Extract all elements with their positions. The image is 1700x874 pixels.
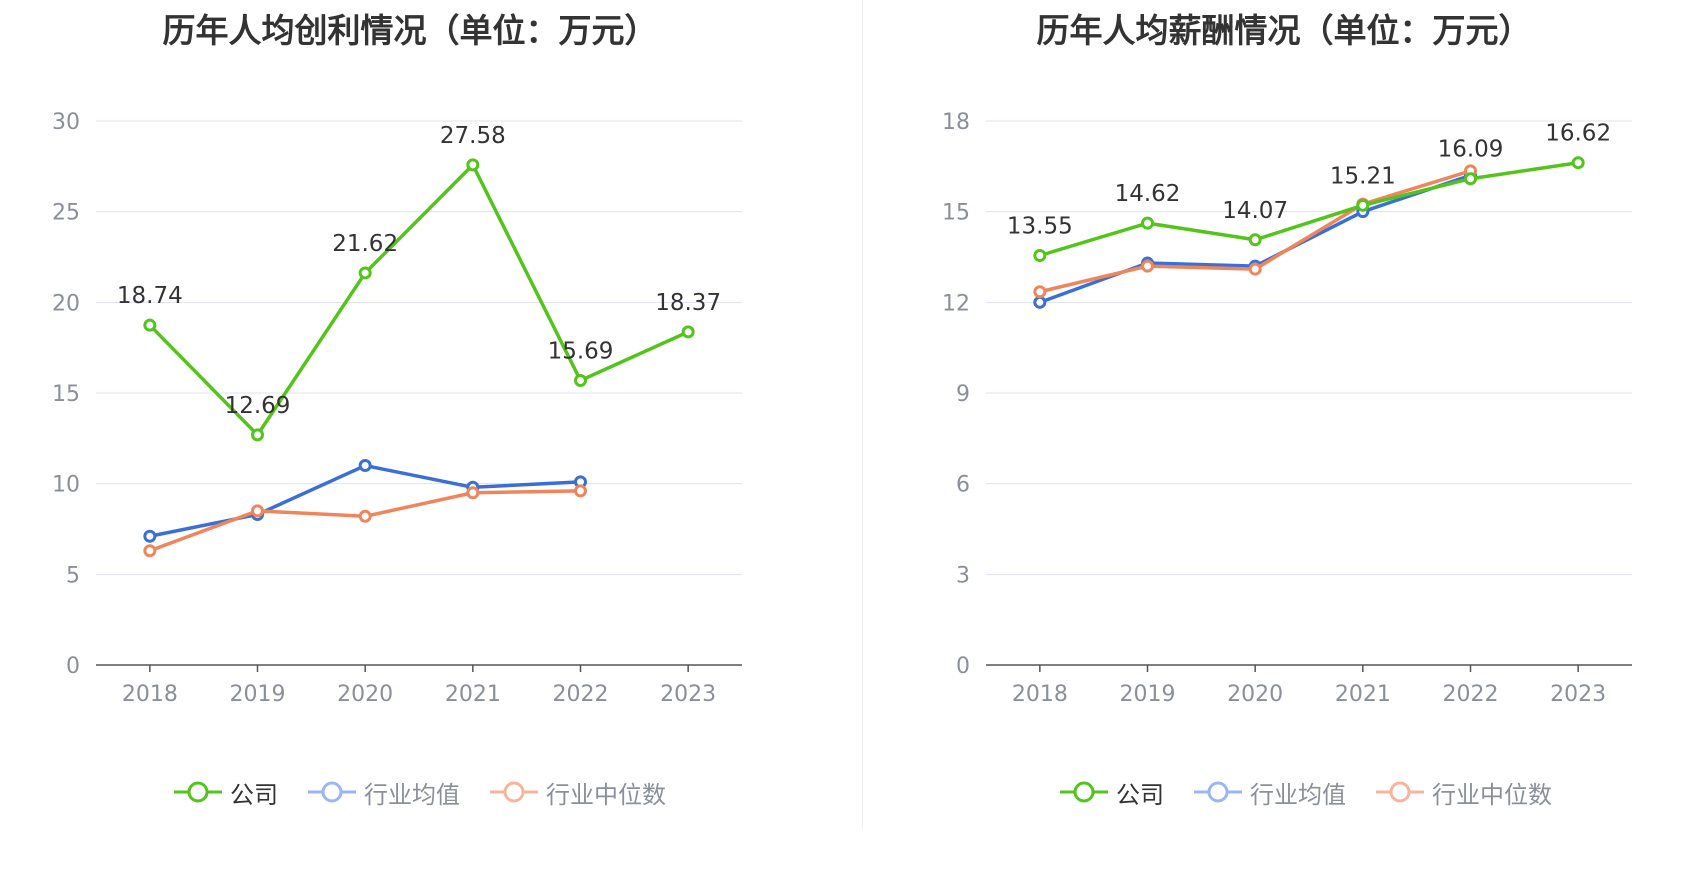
- legend-label: 行业中位数: [546, 780, 666, 809]
- x-tick-label: 2021: [1335, 682, 1391, 707]
- y-tick-label: 5: [66, 563, 80, 588]
- salary-line-chart: 0 3 6 9 12 15 18 2018 2019 2020 2021 2022 2023 13.55 1…: [942, 110, 1632, 707]
- legend-label: 行业中位数: [1432, 780, 1552, 809]
- x-tick-label: 2018: [122, 682, 178, 707]
- data-point: [143, 544, 157, 558]
- data-point: [143, 529, 157, 543]
- legend-label: 公司: [1116, 780, 1164, 809]
- panel-divider: [862, 0, 863, 830]
- data-label: 14.62: [1115, 181, 1181, 207]
- data-point: [1464, 172, 1477, 186]
- legend-item-industry-median[interactable]: 行业中位数: [1374, 772, 1552, 812]
- series-line-0: [148, 163, 689, 437]
- data-label: 15.69: [548, 338, 614, 364]
- data-label: 21.62: [332, 231, 398, 257]
- data-point: [574, 484, 587, 498]
- data-point: [358, 509, 372, 523]
- data-point: [1141, 216, 1154, 230]
- data-label: 16.09: [1438, 137, 1504, 163]
- data-point: [466, 486, 480, 500]
- y-tick-label: 30: [52, 110, 80, 135]
- legend-item-industry-avg[interactable]: 行业均值: [1192, 772, 1346, 812]
- data-point: [251, 428, 264, 442]
- x-tick-label: 2019: [230, 682, 286, 707]
- x-tick-label: 2023: [660, 682, 716, 707]
- x-tick-label: 2020: [1227, 682, 1283, 707]
- y-tick-label: 0: [66, 654, 80, 679]
- x-tick-label: 2023: [1550, 682, 1606, 707]
- x-tick-label: 2020: [337, 682, 393, 707]
- y-tick-label: 18: [942, 110, 970, 135]
- chart-panel-salary: 历年人均薪酬情况（单位：万元） 0 3 6 9 12 15 18 2018 2019 2020 20…: [866, 0, 1700, 874]
- profit-line-chart: 0 5 10 15 20 25 30 2018 2019 2020 2021 2022 2023 18.7…: [52, 110, 742, 707]
- legend-item-industry-avg[interactable]: 行业均值: [306, 772, 460, 812]
- legend-label: 行业均值: [1250, 780, 1346, 809]
- y-tick-label: 12: [942, 291, 970, 316]
- chart-title: 历年人均创利情况（单位：万元）: [162, 11, 658, 50]
- legend-label: 行业均值: [364, 780, 460, 809]
- y-tick-label: 20: [52, 291, 80, 316]
- data-point: [358, 266, 372, 280]
- legend-company-icon: [174, 781, 222, 803]
- data-label: 14.07: [1222, 198, 1288, 224]
- x-tick-label: 2022: [553, 682, 609, 707]
- y-tick-label: 6: [956, 473, 970, 498]
- data-label: 18.74: [117, 283, 183, 309]
- chart-legend: 公司 行业均值 行业中位数: [866, 772, 1700, 812]
- data-point: [1033, 285, 1047, 299]
- data-point: [1356, 198, 1370, 212]
- x-tick-label: 2018: [1012, 682, 1068, 707]
- y-tick-label: 10: [52, 473, 80, 498]
- data-label: 15.21: [1330, 163, 1396, 189]
- series-line-0: [1039, 160, 1579, 258]
- legend-company-icon: [1060, 781, 1108, 803]
- y-tick-label: 25: [52, 201, 80, 226]
- data-point: [1571, 156, 1585, 170]
- data-point: [681, 325, 695, 339]
- chart-legend: 公司 行业均值 行业中位数: [0, 772, 860, 812]
- y-tick-label: 15: [942, 201, 970, 226]
- data-label: 16.62: [1545, 121, 1611, 147]
- data-point: [1248, 233, 1262, 247]
- data-label: 27.58: [440, 123, 506, 149]
- legend-industry-avg-icon: [308, 781, 356, 803]
- legend-item-industry-median[interactable]: 行业中位数: [488, 772, 666, 812]
- x-tick-label: 2019: [1120, 682, 1176, 707]
- y-tick-label: 15: [52, 382, 80, 407]
- chart-title: 历年人均薪酬情况（单位：万元）: [1036, 11, 1532, 50]
- legend-industry-median-icon: [1376, 781, 1424, 803]
- chart-panel-profit: 历年人均创利情况（单位：万元） 0 5 10 15 20 25 30 2018 2019 2020…: [0, 11, 860, 812]
- data-point: [1141, 259, 1154, 273]
- legend-industry-median-icon: [490, 781, 538, 803]
- y-tick-label: 9: [956, 382, 970, 407]
- data-point: [143, 318, 157, 332]
- legend-industry-avg-icon: [1194, 781, 1242, 803]
- data-point: [466, 158, 480, 172]
- data-point: [251, 504, 264, 518]
- data-point: [574, 373, 587, 387]
- legend-item-company[interactable]: 公司: [172, 772, 278, 812]
- data-label: 18.37: [655, 290, 721, 316]
- x-tick-label: 2021: [445, 682, 501, 707]
- data-point: [1033, 295, 1047, 309]
- data-point: [1033, 248, 1047, 262]
- x-tick-label: 2022: [1443, 682, 1499, 707]
- data-point: [358, 459, 372, 473]
- legend-label: 公司: [230, 780, 278, 809]
- y-tick-label: 3: [956, 563, 970, 588]
- data-point: [1248, 262, 1262, 276]
- legend-item-company[interactable]: 公司: [1058, 772, 1164, 812]
- y-tick-label: 0: [956, 654, 970, 679]
- data-label: 13.55: [1007, 213, 1073, 239]
- data-label: 12.69: [225, 393, 291, 419]
